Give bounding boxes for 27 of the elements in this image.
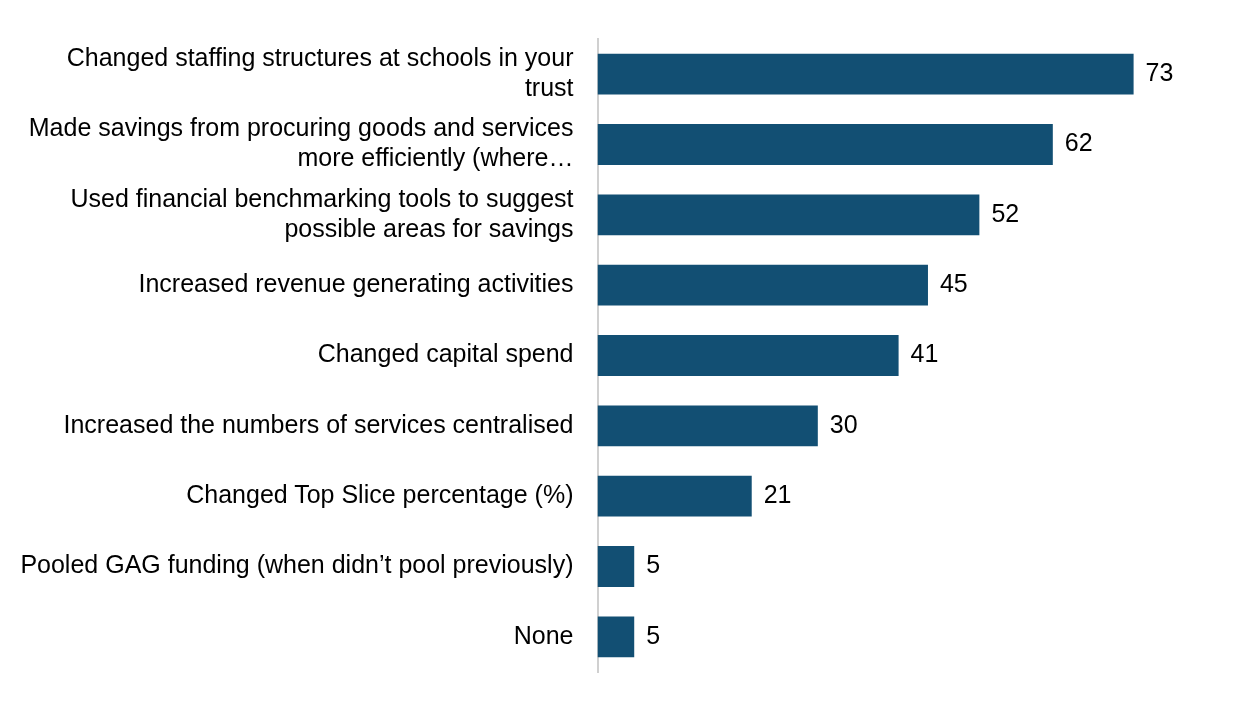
y-tick-label: Pooled GAG funding (when didn’t pool previously): [20, 550, 574, 579]
y-tick-label: Changed staffing structures at schools in your trust: [66, 43, 574, 102]
data-label: 5: [646, 620, 661, 649]
data-label: 45: [939, 269, 968, 298]
y-tick-label: Increased revenue generating activities: [138, 269, 574, 298]
bar: [597, 124, 1053, 165]
y-tick-label: None: [513, 620, 574, 649]
data-label: 41: [910, 339, 939, 368]
bar: [597, 616, 635, 658]
data-label: 5: [646, 550, 661, 579]
data-label: 30: [829, 409, 858, 438]
bar: [597, 475, 752, 517]
data-label: 52: [991, 198, 1020, 227]
bar: [597, 53, 1134, 95]
y-tick-label: Used financial benchmarking tools to suggest possible areas for savings: [70, 183, 574, 242]
bar: [597, 405, 818, 447]
data-label: 21: [763, 480, 792, 509]
y-tick-label: Made savings from procuring goods and services more efficiently (where…: [28, 113, 574, 172]
data-label: 73: [1145, 58, 1174, 87]
bar: [597, 194, 980, 236]
y-tick-label: Changed capital spend: [317, 339, 574, 368]
bar: [597, 546, 635, 587]
y-tick-label: Changed Top Slice percentage (%): [186, 480, 574, 509]
bar: [597, 335, 899, 376]
y-tick-label: Increased the numbers of services centralised: [63, 409, 574, 438]
bar: [597, 264, 928, 306]
data-label: 62: [1064, 128, 1093, 157]
